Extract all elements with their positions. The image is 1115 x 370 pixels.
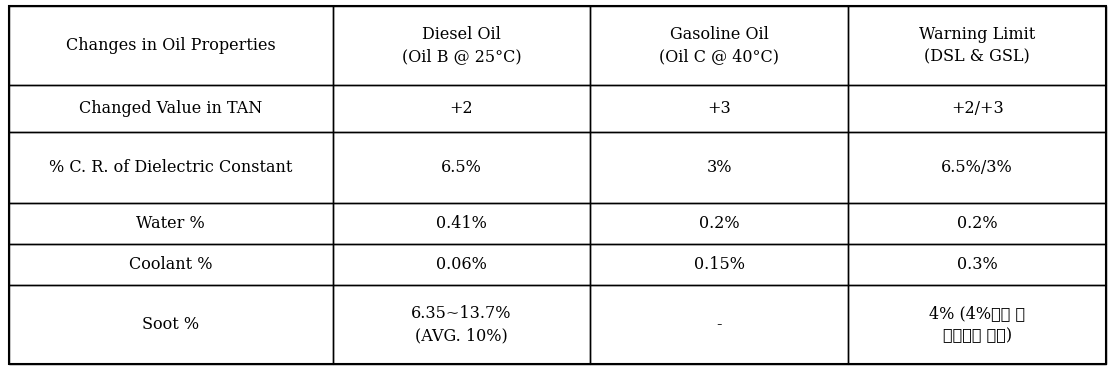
Bar	[591, 85, 849, 132]
Bar	[332, 204, 591, 244]
Text: Changed Value in TAN: Changed Value in TAN	[79, 100, 262, 117]
Text: 0.41%: 0.41%	[436, 215, 487, 232]
Text: Soot %: Soot %	[143, 316, 200, 333]
Text: Coolant %: Coolant %	[129, 256, 213, 273]
Text: 6.5%: 6.5%	[442, 159, 482, 176]
Bar	[849, 85, 1106, 132]
Bar	[332, 132, 591, 204]
Bar	[849, 244, 1106, 285]
Text: % C. R. of Dielectric Constant: % C. R. of Dielectric Constant	[49, 159, 292, 176]
Bar	[849, 6, 1106, 85]
Text: 0.2%: 0.2%	[957, 215, 998, 232]
Bar	[591, 285, 849, 364]
Text: Water %: Water %	[136, 215, 205, 232]
Bar	[9, 6, 332, 85]
Text: Warning Limit
(DSL & GSL): Warning Limit (DSL & GSL)	[919, 26, 1036, 65]
Bar	[332, 285, 591, 364]
Text: +2: +2	[449, 100, 473, 117]
Text: 6.5%/3%: 6.5%/3%	[941, 159, 1014, 176]
Text: -: -	[717, 316, 723, 333]
Text: Gasoline Oil
(Oil C @ 40°C): Gasoline Oil (Oil C @ 40°C)	[659, 26, 779, 65]
Text: 0.06%: 0.06%	[436, 256, 487, 273]
Bar	[9, 132, 332, 204]
Bar	[591, 132, 849, 204]
Bar	[849, 285, 1106, 364]
Bar	[591, 244, 849, 285]
Bar	[591, 6, 849, 85]
Bar	[332, 85, 591, 132]
Bar	[9, 204, 332, 244]
Text: +3: +3	[707, 100, 731, 117]
Bar	[849, 204, 1106, 244]
Bar	[9, 285, 332, 364]
Bar	[9, 244, 332, 285]
Bar	[332, 6, 591, 85]
Bar	[849, 132, 1106, 204]
Text: 6.35~13.7%
(AVG. 10%): 6.35~13.7% (AVG. 10%)	[411, 305, 512, 344]
Text: 0.15%: 0.15%	[694, 256, 745, 273]
Text: Changes in Oil Properties: Changes in Oil Properties	[66, 37, 275, 54]
Text: +2/+3: +2/+3	[951, 100, 1004, 117]
Text: 0.2%: 0.2%	[699, 215, 739, 232]
Text: 3%: 3%	[707, 159, 733, 176]
Text: 4% (4%이상 시
점도한계 도달): 4% (4%이상 시 점도한계 도달)	[929, 305, 1025, 344]
Bar	[591, 204, 849, 244]
Text: Diesel Oil
(Oil B @ 25°C): Diesel Oil (Oil B @ 25°C)	[401, 26, 522, 65]
Bar	[9, 85, 332, 132]
Text: 0.3%: 0.3%	[957, 256, 998, 273]
Bar	[332, 244, 591, 285]
